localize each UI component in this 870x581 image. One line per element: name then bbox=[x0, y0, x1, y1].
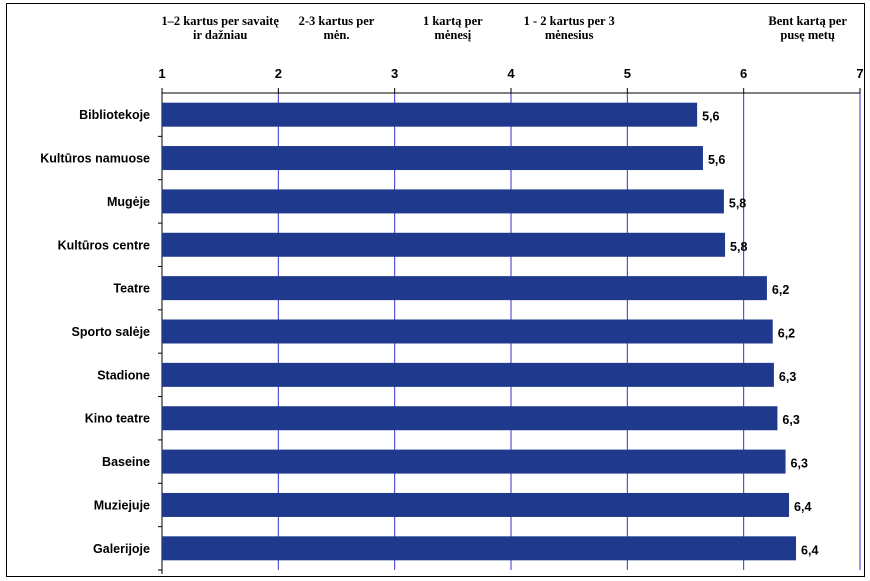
frequency-label: ir dažniau bbox=[193, 28, 247, 42]
bar bbox=[162, 146, 703, 171]
data-label: 6,2 bbox=[772, 283, 789, 297]
data-label: 6,3 bbox=[779, 370, 796, 384]
data-label: 6,4 bbox=[794, 500, 811, 514]
category-label: Mugėje bbox=[107, 195, 150, 209]
bar bbox=[162, 449, 786, 474]
bar bbox=[162, 492, 790, 517]
frequency-label: mėn. bbox=[323, 28, 349, 42]
category-label: Stadione bbox=[97, 368, 150, 382]
bar bbox=[162, 102, 698, 127]
x-tick-label: 7 bbox=[856, 66, 863, 81]
frequency-label: mėnesius bbox=[545, 28, 594, 42]
frequency-label: 1 kartą per bbox=[423, 14, 483, 28]
data-label: 6,2 bbox=[778, 327, 795, 341]
category-label: Muziejuje bbox=[94, 498, 150, 512]
x-tick-label: 2 bbox=[275, 66, 282, 81]
frequency-label: mėnesį bbox=[434, 28, 471, 42]
category-label: Teatre bbox=[113, 282, 150, 296]
category-label: Bibliotekoje bbox=[79, 108, 150, 122]
x-tick-label: 3 bbox=[391, 66, 398, 81]
data-label: 5,6 bbox=[702, 110, 719, 124]
category-label: Galerijoje bbox=[93, 542, 150, 556]
category-label: Kultūros centre bbox=[58, 238, 150, 252]
bar bbox=[162, 276, 767, 301]
x-tick-label: 6 bbox=[740, 66, 747, 81]
category-label: Kino teatre bbox=[85, 412, 150, 426]
data-label: 5,6 bbox=[708, 153, 725, 167]
data-label: 6,3 bbox=[791, 457, 808, 471]
bar bbox=[162, 232, 726, 257]
x-tick-label: 4 bbox=[507, 66, 515, 81]
bar bbox=[162, 362, 774, 387]
frequency-label: Bent kartą per bbox=[768, 14, 847, 28]
category-label: Baseine bbox=[102, 455, 150, 469]
frequency-label: 2-3 kartus per bbox=[299, 14, 375, 28]
frequency-label: 1 - 2 kartus per 3 bbox=[524, 14, 615, 28]
x-tick-label: 5 bbox=[624, 66, 631, 81]
data-label: 6,4 bbox=[801, 543, 818, 557]
data-label: 5,8 bbox=[729, 196, 746, 210]
frequency-label: 1–2 kartus per savaitę bbox=[161, 14, 279, 28]
frequency-label: pusę metų bbox=[780, 28, 835, 42]
bar bbox=[162, 536, 797, 561]
data-label: 5,8 bbox=[730, 240, 747, 254]
bar bbox=[162, 189, 724, 214]
x-tick-label: 1 bbox=[158, 66, 165, 81]
bar bbox=[162, 319, 773, 344]
data-label: 6,3 bbox=[782, 413, 799, 427]
bar bbox=[162, 406, 778, 431]
category-label: Sporto salėje bbox=[72, 325, 151, 339]
category-label: Kultūros namuose bbox=[40, 152, 150, 166]
